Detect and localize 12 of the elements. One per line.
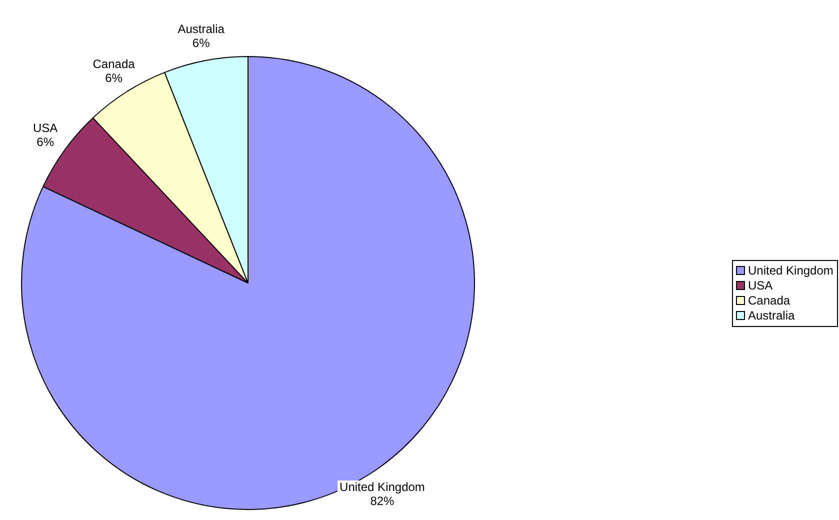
legend-label: USA	[748, 278, 773, 292]
slice-label: USA	[32, 121, 58, 136]
legend-label: Canada	[748, 293, 790, 308]
data-label: 82%	[370, 494, 395, 508]
data-label: 6%	[36, 135, 54, 150]
legend-label: United Kingdom	[748, 263, 834, 278]
data-label: 6%	[105, 70, 123, 85]
legend-label: Australia	[748, 308, 796, 322]
slice-label: Canada	[92, 56, 136, 71]
slice-label: United Kingdom	[340, 480, 425, 494]
slice-label: Australia	[178, 22, 225, 36]
data-label: 6%	[192, 36, 210, 50]
